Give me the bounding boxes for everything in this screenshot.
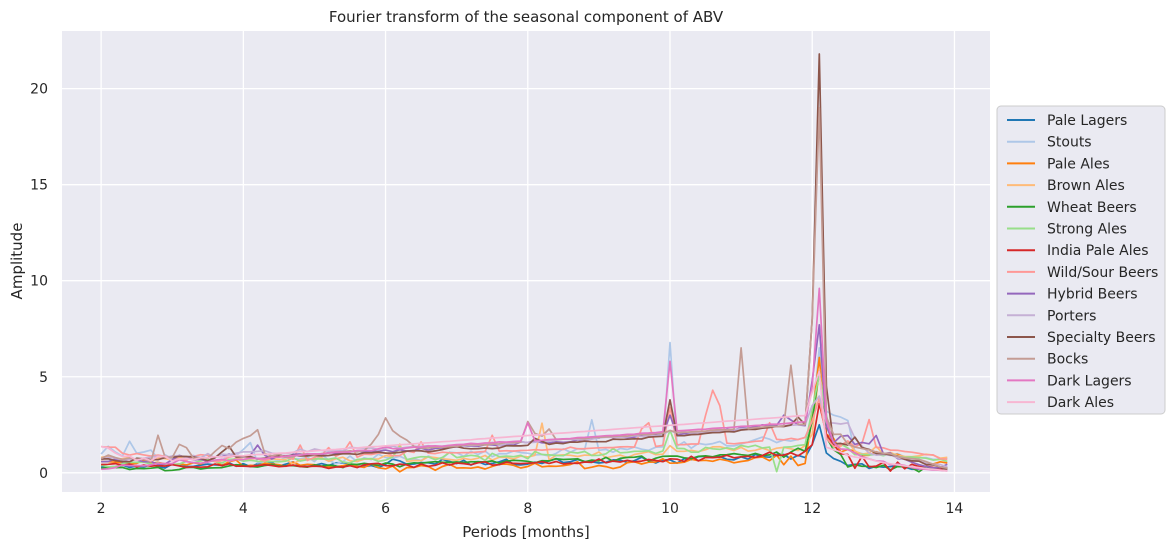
legend-label: Dark Ales (1047, 395, 1114, 411)
x-tick-label: 4 (239, 501, 248, 517)
x-tick-label: 14 (946, 501, 964, 517)
series-lines (100, 53, 948, 473)
series-line-4 (101, 370, 948, 473)
legend: Pale Lagers Stouts Pale Ales Brown Ales Whea… (996, 105, 1166, 415)
chart-title: Fourier transform of the seasonal compon… (329, 8, 724, 26)
legend-label: Pale Ales (1047, 156, 1110, 172)
legend-label: Hybrid Beers (1047, 287, 1138, 303)
legend-label: Specialty Beers (1047, 330, 1156, 346)
legend-label: Pale Lagers (1047, 113, 1127, 129)
x-tick-label: 12 (803, 501, 821, 517)
legend-label: Stouts (1047, 135, 1092, 151)
legend-label: Bocks (1047, 352, 1088, 368)
x-tick-label: 8 (523, 501, 532, 517)
legend-label: India Pale Ales (1047, 243, 1149, 259)
legend-label: Strong Ales (1047, 222, 1127, 238)
y-tick-label: 10 (30, 274, 48, 290)
y-axis-label: Amplitude (8, 223, 26, 300)
x-tick-label: 10 (661, 501, 679, 517)
legend-label: Porters (1047, 308, 1096, 324)
x-tick-label: 6 (381, 501, 390, 517)
y-tick-label: 15 (30, 178, 48, 194)
plot-background (62, 31, 990, 492)
legend-label: Wheat Beers (1047, 200, 1137, 216)
series-line-5 (100, 373, 948, 473)
grid (62, 31, 990, 492)
series-line-9 (100, 395, 948, 468)
y-tick-label: 20 (30, 82, 48, 98)
legend-label: Brown Ales (1047, 178, 1125, 194)
x-tick-label: 2 (97, 501, 106, 517)
legend-box (996, 105, 1166, 415)
x-tick-labels: 2 4 6 8 10 12 14 (97, 501, 964, 517)
x-axis-label: Periods [months] (462, 523, 590, 541)
series-line-12 (101, 287, 948, 472)
legend-label: Dark Lagers (1047, 373, 1132, 389)
legend-label: Wild/Sour Beers (1047, 265, 1158, 281)
series-line-6 (101, 402, 948, 472)
y-tick-labels: 0 5 10 15 20 (30, 82, 48, 482)
series-line-13 (100, 370, 948, 472)
y-tick-label: 0 (39, 466, 48, 482)
y-tick-label: 5 (39, 370, 48, 386)
